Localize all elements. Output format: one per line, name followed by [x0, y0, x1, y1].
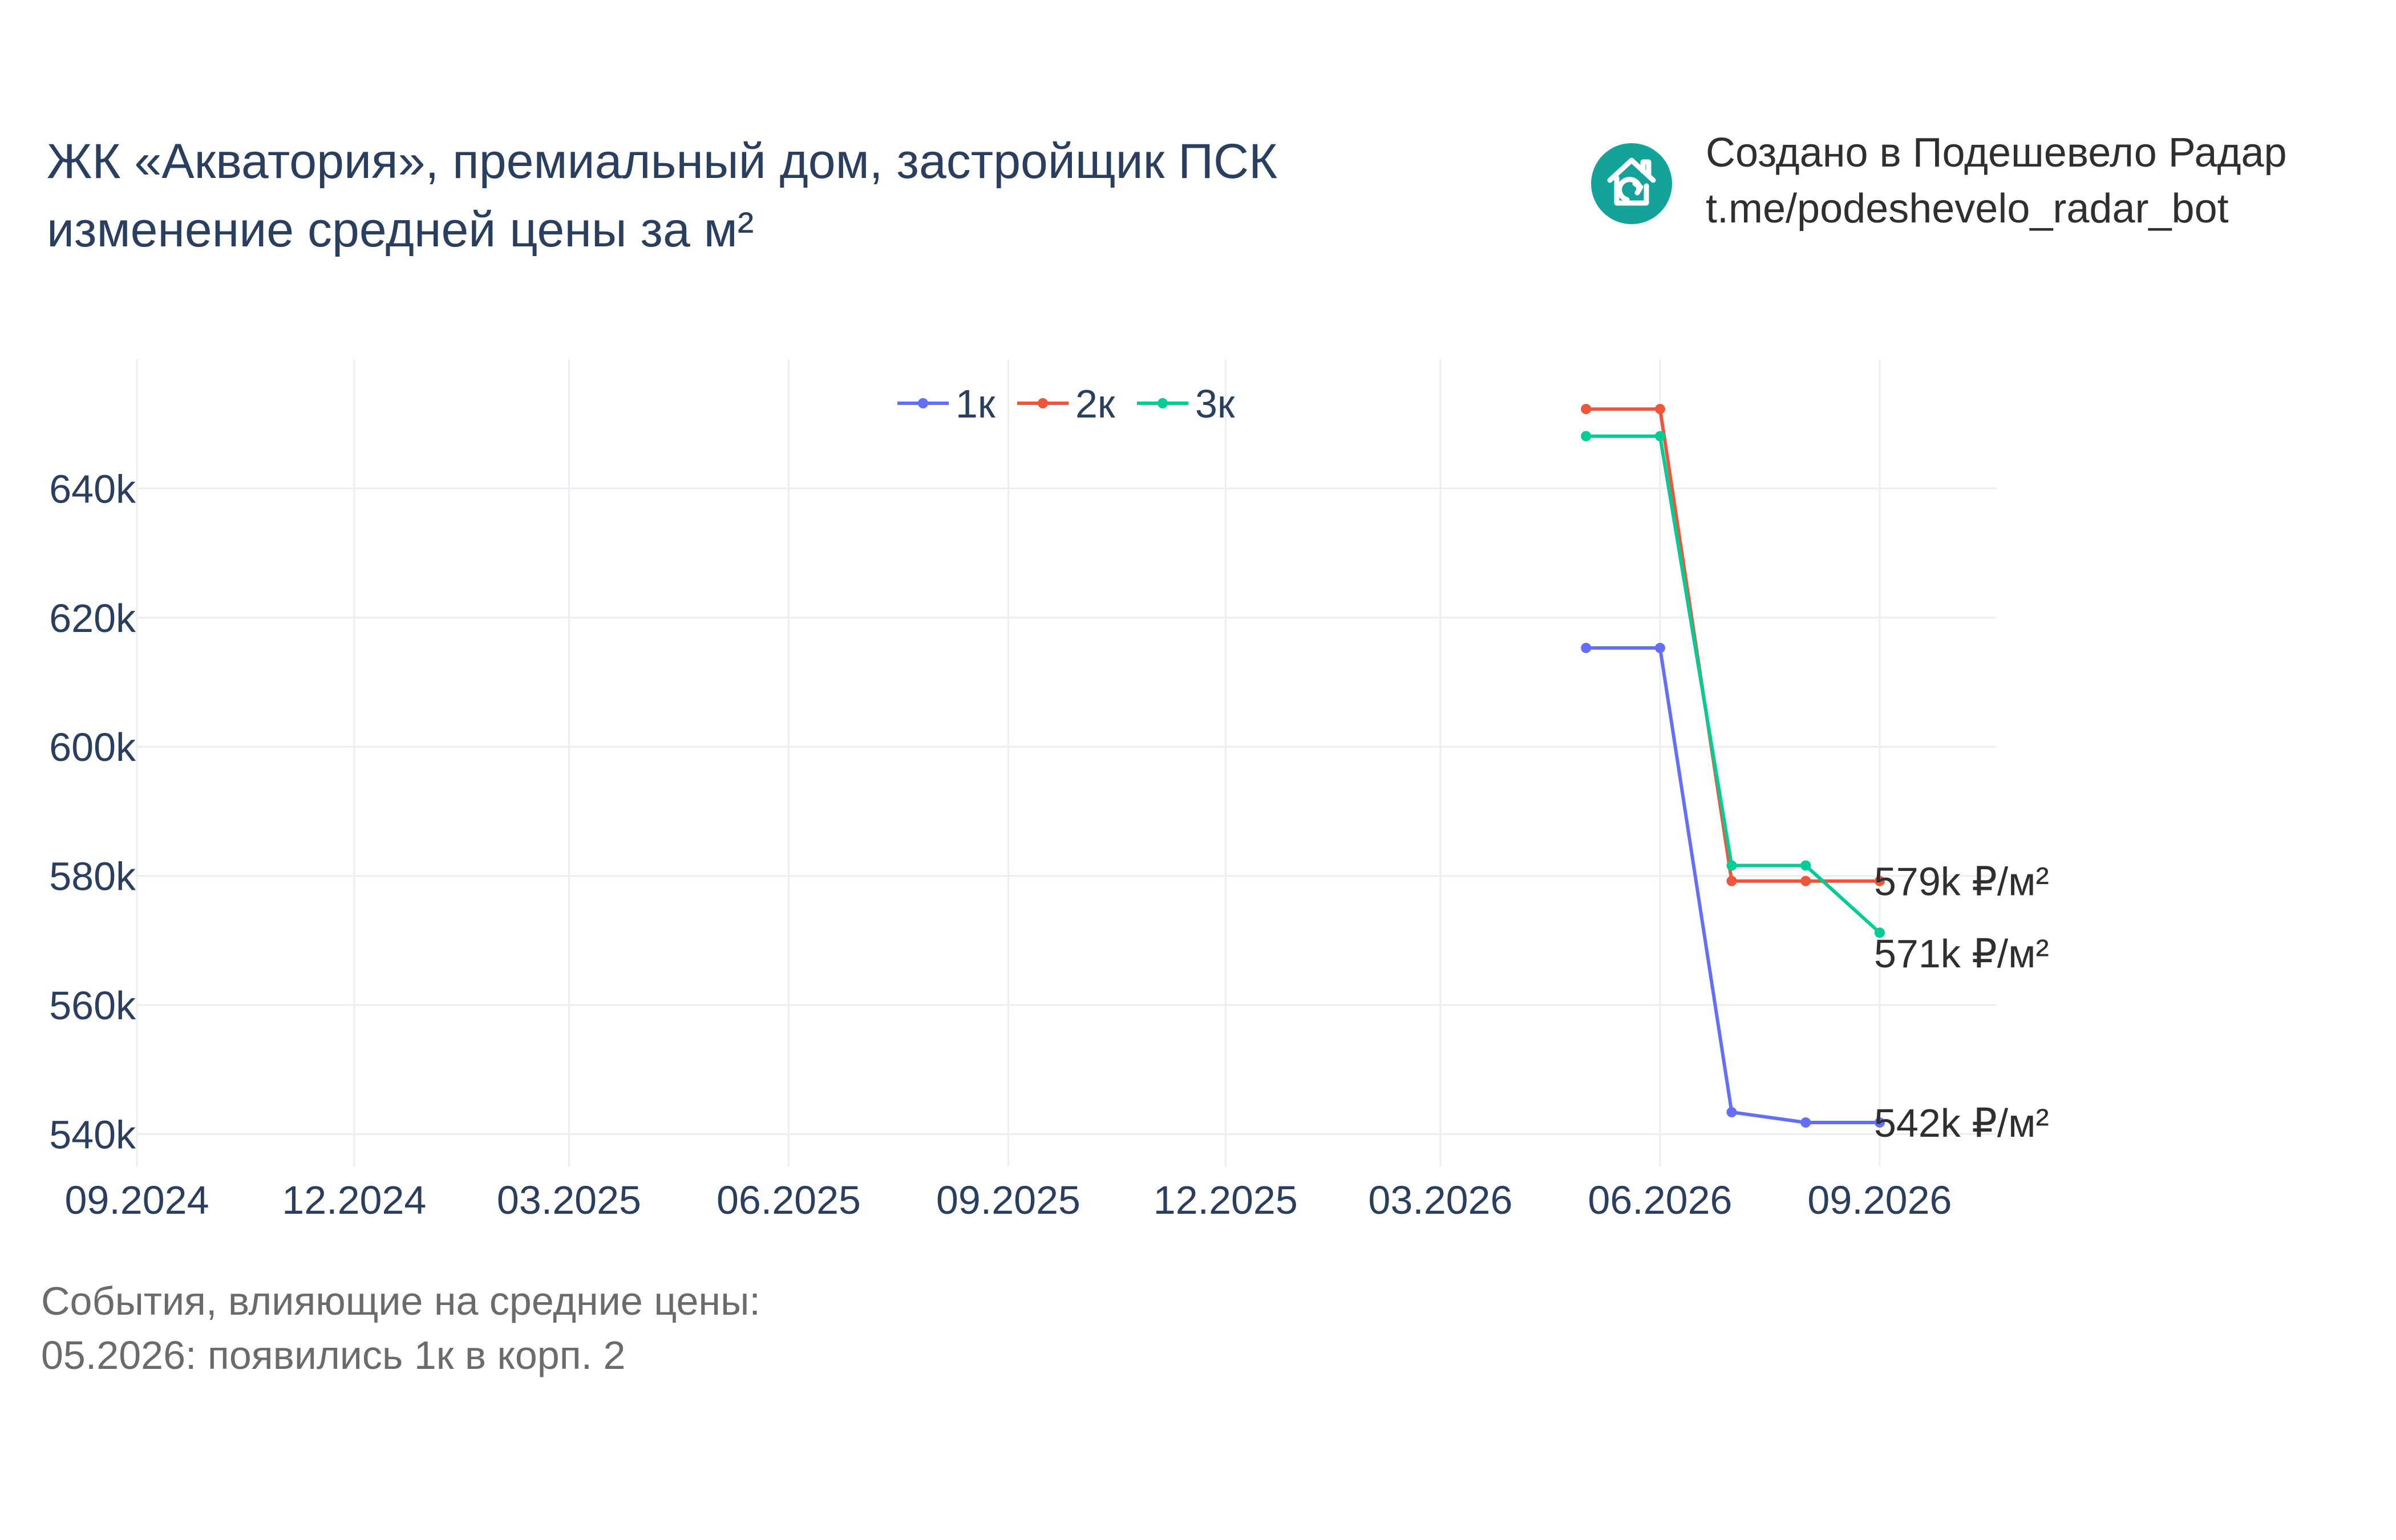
end-labels: 542k ₽/м² 579k ₽/м² 571k ₽/м² [1874, 860, 2049, 1145]
x-tick-label: 03.2026 [1368, 1178, 1512, 1222]
data-point[interactable] [1654, 404, 1665, 415]
house-refresh-icon [1591, 143, 1672, 224]
legend-label: 1к [956, 382, 995, 426]
x-tick-label: 06.2025 [717, 1178, 861, 1222]
credit-logo [1591, 143, 1672, 224]
legend-label: 3к [1195, 382, 1235, 426]
data-point[interactable] [1581, 431, 1592, 441]
legend-item[interactable]: 3к [1137, 382, 1235, 426]
series-line [1586, 407, 1880, 883]
y-tick-label: 540k [49, 1112, 136, 1157]
legend-marker [1157, 398, 1168, 408]
gridlines [136, 359, 1997, 1166]
chart-title-line-2: изменение средней цены за м² [47, 202, 754, 257]
series-2 [1581, 404, 1885, 886]
legend-item[interactable]: 1к [897, 382, 995, 426]
y-tick-label: 580k [49, 854, 136, 899]
series-line [1586, 434, 1881, 934]
event-item: 05.2026: появились 1к в корп. 2 [41, 1333, 625, 1377]
series-3 [1581, 431, 1885, 938]
legend-label: 2к [1075, 382, 1115, 426]
y-tick-label: 600k [49, 725, 136, 769]
x-tick-label: 12.2025 [1154, 1178, 1298, 1222]
x-axis-ticks: 09.2024 12.2024 03.2025 06.2025 09.2025 12.20… [64, 1178, 1952, 1222]
y-tick-label: 640k [49, 467, 136, 511]
data-point[interactable] [1726, 860, 1737, 871]
series-1 [1581, 643, 1885, 1128]
data-point[interactable] [1654, 431, 1665, 441]
end-label: 579k ₽/м² [1874, 860, 2049, 904]
y-tick-label: 560k [49, 983, 136, 1028]
data-point[interactable] [1581, 404, 1592, 415]
end-label: 571k ₽/м² [1874, 931, 2049, 976]
legend-item[interactable]: 2к [1017, 382, 1115, 426]
house-glyph [1607, 157, 1656, 206]
data-point[interactable] [1581, 643, 1592, 654]
data-point[interactable] [1726, 1107, 1737, 1117]
events-header: События, влияющие на средние цены: [41, 1279, 760, 1323]
data-point[interactable] [1874, 876, 1885, 886]
credit-line-1: Создано в Подешевело Радар [1706, 130, 2287, 176]
data-point[interactable] [1800, 876, 1811, 886]
data-point[interactable] [1800, 860, 1811, 871]
x-tick-label: 09.2026 [1807, 1178, 1952, 1222]
credit-line-2[interactable]: t.me/podeshevelo_radar_bot [1706, 186, 2229, 232]
x-tick-label: 12.2024 [282, 1178, 426, 1222]
data-point[interactable] [1874, 1117, 1885, 1128]
plot-series [1581, 404, 1885, 1128]
data-point[interactable] [1726, 876, 1737, 886]
chart-title-line-1: ЖК «Акватория», премиальный дом, застрой… [47, 134, 1277, 189]
x-tick-label: 06.2026 [1588, 1178, 1732, 1222]
x-tick-label: 09.2024 [64, 1178, 209, 1222]
data-point[interactable] [1800, 1117, 1811, 1128]
data-point[interactable] [1874, 927, 1885, 938]
y-tick-label: 620k [49, 596, 136, 641]
legend[interactable]: 1к 2к 3к [897, 382, 1235, 426]
data-point[interactable] [1654, 643, 1665, 654]
end-label: 542k ₽/м² [1874, 1101, 2049, 1145]
legend-marker [918, 398, 928, 408]
y-axis-ticks: 540k 560k 580k 600k 620k 640k [49, 467, 136, 1157]
legend-marker [1038, 398, 1048, 408]
x-tick-label: 03.2025 [497, 1178, 641, 1222]
x-tick-label: 09.2025 [936, 1178, 1080, 1222]
